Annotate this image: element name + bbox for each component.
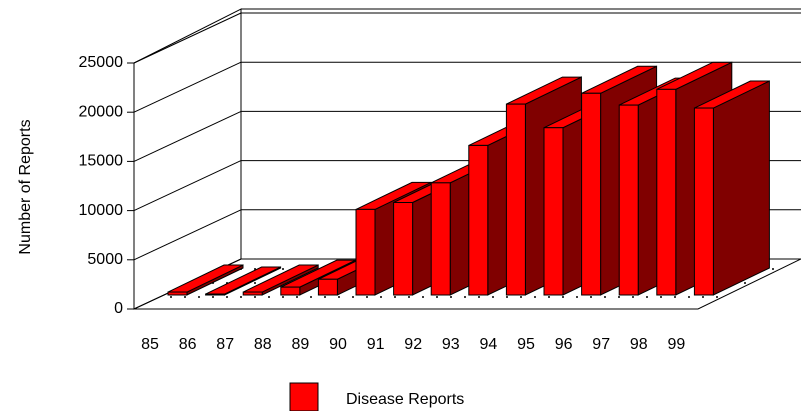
gridline-side (133, 61, 242, 113)
legend-swatch (289, 382, 319, 411)
x-tick-label: 91 (367, 336, 385, 353)
bar-front (656, 88, 677, 296)
bar-front (430, 182, 451, 296)
bar-front (693, 107, 714, 296)
y-tick-label: 10000 (79, 202, 124, 219)
y-tick-label: 0 (114, 300, 123, 317)
bar-front (393, 202, 414, 296)
legend: Disease Reports (289, 382, 464, 411)
y-tick-label: 15000 (79, 153, 124, 170)
bar-front (543, 127, 564, 296)
x-tick-label: 87 (216, 336, 234, 353)
x-axis-ticks: 85 86 87 88 89 90 91 92 93 94 95 96 97 98 99 (141, 336, 685, 353)
x-tick-label: 88 (254, 336, 272, 353)
bar (167, 264, 244, 296)
y-tick-label: 20000 (79, 103, 124, 120)
bar (693, 80, 770, 296)
bar-front (618, 104, 639, 296)
bar-side (712, 80, 770, 296)
bar-front (581, 92, 602, 296)
gridline-side (133, 160, 242, 212)
legend-label: Disease Reports (346, 391, 464, 408)
bar-front (167, 291, 188, 296)
x-tick-label: 96 (555, 336, 573, 353)
y-tick-label: 5000 (87, 251, 123, 268)
bar-front (317, 278, 338, 296)
y-axis-ticks: 0 5000 10000 15000 20000 25000 (79, 54, 134, 317)
x-tick-label: 90 (329, 336, 347, 353)
x-tick-label: 98 (630, 336, 648, 353)
gridline-side (133, 12, 242, 64)
x-tick-label: 92 (404, 336, 422, 353)
bar (242, 264, 319, 296)
y-tick-label: 25000 (79, 54, 124, 71)
bar (205, 266, 282, 296)
bar-front (505, 103, 526, 296)
x-tick-label: 99 (668, 336, 686, 353)
bar-group (167, 61, 770, 296)
x-tick-label: 93 (442, 336, 460, 353)
x-tick-label: 95 (517, 336, 535, 353)
bar-front (242, 291, 263, 296)
side-wall (133, 8, 242, 310)
x-tick-label: 94 (480, 336, 498, 353)
gridline-side (133, 209, 242, 261)
x-tick-label: 85 (141, 336, 159, 353)
y-axis-title: Number of Reports (17, 119, 34, 254)
bar-front (205, 293, 226, 296)
bar-front (468, 144, 489, 296)
bar-front (355, 208, 376, 296)
x-tick-label: 97 (592, 336, 610, 353)
x-tick-label: 89 (292, 336, 310, 353)
gridline-side (133, 110, 242, 162)
bar-front (280, 286, 301, 296)
x-tick-label: 86 (179, 336, 197, 353)
